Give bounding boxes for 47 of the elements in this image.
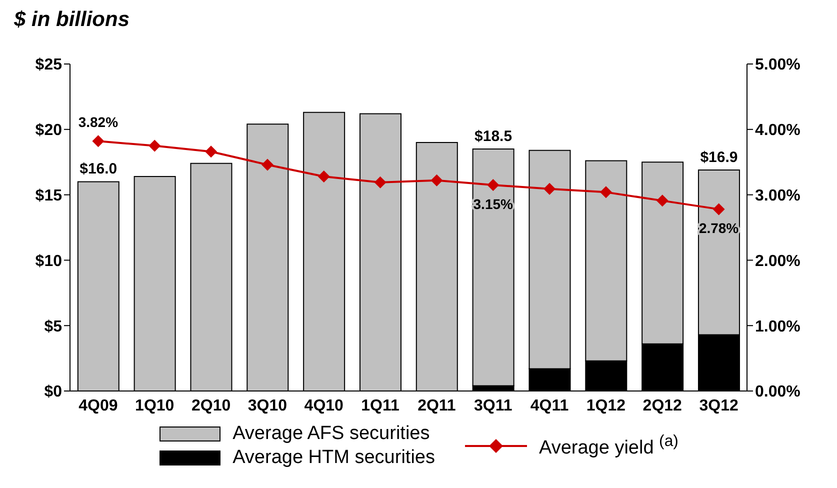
y2-tick-label: 4.00% — [755, 122, 800, 140]
point — [712, 203, 725, 216]
y-tick-label: $10 — [35, 252, 62, 270]
y2-tick-label: 3.00% — [755, 187, 800, 204]
legend-label: Average yield $^{(a)}$ — [538, 432, 678, 460]
total-label: $16.0 — [80, 160, 118, 178]
bar — [472, 148, 514, 386]
y-tick-label: $25 — [35, 56, 62, 74]
x-tick-label: 1Q12 — [586, 397, 626, 414]
point — [544, 182, 556, 195]
y-tick-label: $20 — [35, 122, 62, 140]
point — [92, 135, 104, 148]
x-tick-label: 1Q11 — [361, 397, 400, 414]
legend-label: Average AFS securities — [232, 423, 430, 445]
point — [374, 176, 386, 188]
point — [487, 178, 500, 191]
y2-tick-label: 1.00% — [755, 318, 800, 336]
total-label: $18.5 — [474, 128, 512, 146]
x-tick-label: 2Q10 — [191, 397, 231, 414]
x-tick-label: 1Q10 — [135, 397, 174, 414]
x-tick-label: 2Q12 — [642, 397, 682, 414]
x-tick-label: 3Q12 — [699, 397, 738, 414]
point — [261, 158, 274, 171]
x-tick-label: 3Q11 — [474, 397, 512, 414]
x-tick-label: 4Q11 — [530, 397, 569, 414]
point — [430, 174, 443, 186]
x-tick-label: 2Q11 — [418, 397, 456, 414]
y2-tick-label: 0.00% — [755, 384, 800, 401]
point — [600, 186, 612, 198]
x-tick-label: 3Q10 — [248, 397, 288, 414]
chart-title: $ in billions — [13, 8, 131, 33]
legend-label: Average HTM securities — [232, 447, 435, 469]
total-label: $16.9 — [700, 148, 738, 166]
data-label: 2.78% — [698, 220, 740, 236]
y-tick-label: $5 — [44, 318, 62, 336]
data-label: 3.82% — [78, 114, 119, 130]
y-tick-label: $0 — [44, 384, 62, 401]
point — [318, 170, 330, 182]
point — [656, 194, 668, 207]
point — [148, 140, 161, 152]
data-label: 3.15% — [473, 196, 514, 212]
x-tick-label: 4Q10 — [304, 397, 344, 414]
x-tick-label: 4Q09 — [78, 397, 118, 414]
y-tick-label: $15 — [35, 187, 62, 204]
point — [205, 146, 218, 158]
y2-tick-label: 2.00% — [755, 252, 800, 270]
y2-tick-label: 5.00% — [755, 56, 800, 74]
